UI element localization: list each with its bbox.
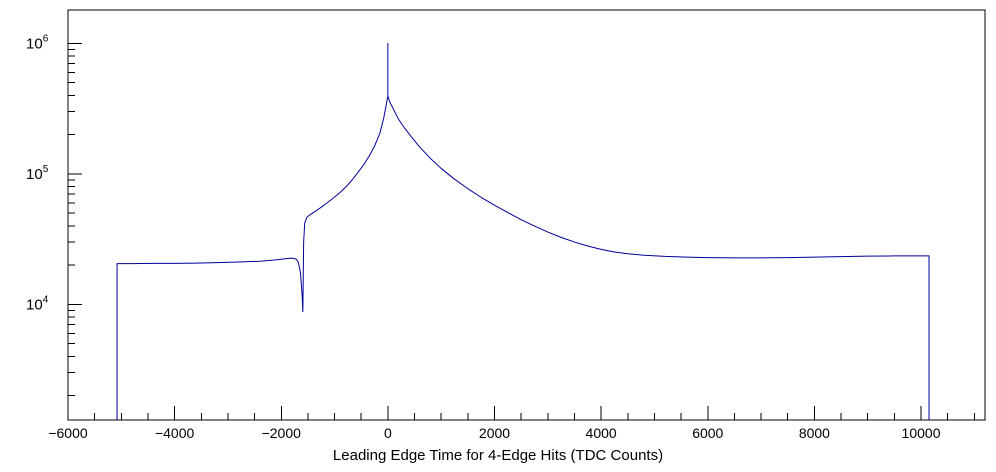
x-axis-tick-label: −6000	[48, 425, 88, 441]
x-axis-title: Leading Edge Time for 4-Edge Hits (TDC C…	[333, 447, 663, 464]
x-axis-ticks	[67, 406, 975, 420]
y-axis-tick-label: 105	[26, 164, 49, 183]
y-axis-tick-label: 104	[26, 294, 49, 313]
x-axis-tick-label: 8000	[799, 425, 830, 441]
x-axis-tick-label: −4000	[155, 425, 195, 441]
x-axis-tick-label: 6000	[692, 425, 723, 441]
x-axis-tick-label: 10000	[902, 425, 941, 441]
y-axis-tick-label: 106	[26, 33, 49, 52]
y-axis-ticks	[68, 42, 82, 397]
x-axis-tick-label: 2000	[479, 425, 510, 441]
plot-frame	[67, 9, 986, 421]
x-axis-tick-labels: −6000 −4000 −2000 0 2000 4000 6000 8000 10000	[48, 425, 940, 441]
histogram-line	[116, 42, 930, 420]
y-axis-tick-labels: 104 105 106	[26, 33, 49, 313]
x-axis-tick-label: 4000	[586, 425, 617, 441]
x-axis-tick-label: −2000	[262, 425, 302, 441]
x-axis-tick-label: 0	[384, 425, 392, 441]
